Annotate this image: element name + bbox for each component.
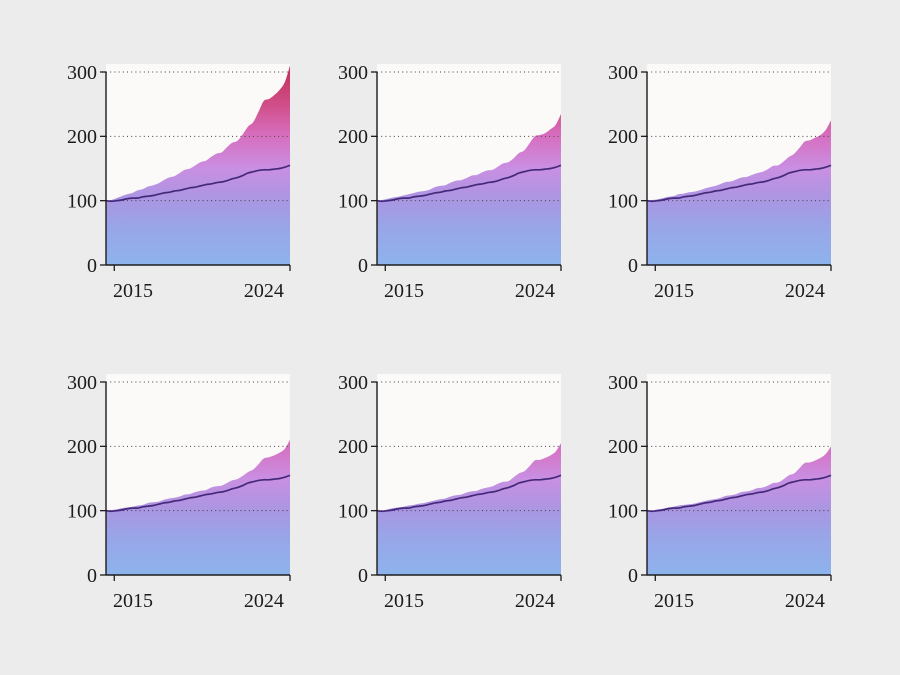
x-tick-label: 2024 <box>785 590 825 612</box>
y-tick-label: 100 <box>608 190 638 212</box>
y-tick-label: 100 <box>338 190 368 212</box>
x-tick-label: 2024 <box>515 280 555 302</box>
chart-cell-bottom-right: 0 100 200 300 2015 2024 <box>601 370 851 620</box>
x-tick-label: 2015 <box>384 590 424 612</box>
y-tick-label: 200 <box>338 436 368 458</box>
chart-cell-top-center: 0 100 200 300 2015 2024 <box>331 60 581 310</box>
x-tick-label: 2024 <box>244 280 284 302</box>
y-tick-label: 0 <box>358 565 368 587</box>
area-fill <box>377 443 561 575</box>
area-chart-top-left: 0 100 200 300 2015 2024 <box>67 62 291 302</box>
chart-cell-top-right: 0 100 200 300 2015 2024 <box>601 60 851 310</box>
index-line <box>105 164 291 203</box>
y-tick-label: 300 <box>67 372 97 394</box>
area-fill <box>647 446 831 575</box>
y-tick-label: 200 <box>338 126 368 148</box>
index-line <box>376 474 562 513</box>
area-fill <box>647 120 831 265</box>
y-tick-label: 300 <box>608 62 638 84</box>
index-line <box>646 164 832 203</box>
y-tick-label: 100 <box>67 190 97 212</box>
index-line <box>376 164 562 203</box>
y-tick-label: 0 <box>87 565 97 587</box>
y-tick-label: 0 <box>628 565 638 587</box>
y-tick-label: 300 <box>338 62 368 84</box>
x-tick-label: 2015 <box>113 590 153 612</box>
x-tick-label: 2015 <box>654 280 694 302</box>
area-fill <box>377 113 561 265</box>
y-tick-label: 300 <box>608 372 638 394</box>
y-tick-label: 0 <box>358 255 368 277</box>
index-line <box>646 474 832 513</box>
x-tick-label: 2024 <box>515 590 555 612</box>
y-tick-label: 200 <box>67 126 97 148</box>
area-chart-bottom-center: 0 100 200 300 2015 2024 <box>338 372 562 612</box>
x-tick-label: 2015 <box>113 280 153 302</box>
chart-cell-bottom-center: 0 100 200 300 2015 2024 <box>331 370 581 620</box>
area-chart-top-right: 0 100 200 300 2015 2024 <box>608 62 832 302</box>
area-fill <box>106 439 290 575</box>
chart-cell-top-left: 0 100 200 300 2015 2024 <box>60 60 310 310</box>
x-tick-label: 2024 <box>244 590 284 612</box>
y-tick-label: 300 <box>67 62 97 84</box>
y-tick-label: 200 <box>67 436 97 458</box>
x-tick-label: 2015 <box>384 280 424 302</box>
y-tick-label: 0 <box>628 255 638 277</box>
x-tick-label: 2024 <box>785 280 825 302</box>
area-chart-bottom-left: 0 100 200 300 2015 2024 <box>67 372 291 612</box>
x-tick-label: 2015 <box>654 590 694 612</box>
y-tick-label: 300 <box>338 372 368 394</box>
area-chart-bottom-right: 0 100 200 300 2015 2024 <box>608 372 832 612</box>
area-chart-top-center: 0 100 200 300 2015 2024 <box>338 62 562 302</box>
y-tick-label: 200 <box>608 126 638 148</box>
area-fill <box>106 65 290 265</box>
y-tick-label: 200 <box>608 436 638 458</box>
y-tick-label: 0 <box>87 255 97 277</box>
index-line <box>105 474 291 513</box>
y-tick-label: 100 <box>67 500 97 522</box>
chart-cell-bottom-left: 0 100 200 300 2015 2024 <box>60 370 310 620</box>
y-tick-label: 100 <box>338 500 368 522</box>
y-tick-label: 100 <box>608 500 638 522</box>
